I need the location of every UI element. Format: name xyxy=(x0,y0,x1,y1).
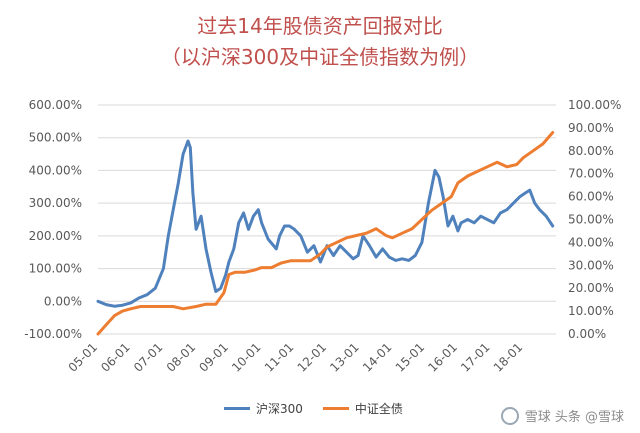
left-axis-ticks: -100.00% 0.00% 100.00% 200.00% 300.00% 400.00… xyxy=(24,98,82,341)
chart-subtitle: （以沪深300及中证全债指数为例） xyxy=(160,45,480,69)
legend: 沪深300 中证全债 xyxy=(224,400,423,417)
right-tick-label: 90.00% xyxy=(568,121,614,135)
right-tick-label: 0.00% xyxy=(568,327,606,341)
left-tick-label: -100.00% xyxy=(24,327,82,341)
legend-label: 沪深300 xyxy=(256,402,303,416)
right-tick-label: 60.00% xyxy=(568,190,614,204)
series-lines xyxy=(96,131,555,336)
x-tick-label: 05-01 xyxy=(66,340,101,375)
x-tick-label: 14-01 xyxy=(360,340,395,375)
x-tick-label: 08-01 xyxy=(164,340,199,375)
left-tick-label: 300.00% xyxy=(29,196,82,210)
right-tick-label: 30.00% xyxy=(568,258,614,272)
left-tick-label: 400.00% xyxy=(29,163,82,177)
legend-label: 中证全债 xyxy=(354,402,403,416)
x-tick-label: 09-01 xyxy=(196,340,231,375)
x-tick-label: 12-01 xyxy=(295,340,330,375)
x-tick-label: 15-01 xyxy=(393,340,428,375)
right-tick-label: 10.00% xyxy=(568,304,614,318)
watermark-text: 雪球 头条 @雪球 xyxy=(524,410,624,425)
legend-swatch xyxy=(322,407,349,410)
legend-item-hs300: 沪深300 xyxy=(224,400,303,417)
right-tick-label: 100.00% xyxy=(568,98,621,112)
left-tick-label: 500.00% xyxy=(29,131,82,145)
series-line-hs300 xyxy=(96,139,555,308)
x-tick-label: 18-01 xyxy=(491,340,526,375)
x-tick-label: 11-01 xyxy=(262,340,297,375)
left-tick-label: 200.00% xyxy=(29,229,82,243)
right-tick-label: 20.00% xyxy=(568,281,614,295)
right-tick-label: 50.00% xyxy=(568,213,614,227)
right-axis-ticks: 0.00% 10.00% 20.00% 30.00% 40.00% 50.00% 60.00… xyxy=(568,98,621,341)
right-tick-label: 80.00% xyxy=(568,144,614,158)
left-tick-label: 600.00% xyxy=(29,98,82,112)
left-tick-label: 100.00% xyxy=(29,262,82,276)
chart-title: 过去14年股债资产回报对比 xyxy=(197,14,443,38)
legend-swatch xyxy=(224,407,250,410)
x-tick-label: 16-01 xyxy=(425,340,460,375)
legend-item-bond: 中证全债 xyxy=(322,400,403,417)
x-tick-label: 06-01 xyxy=(98,340,133,375)
x-tick-label: 17-01 xyxy=(458,340,493,375)
watermark: 雪球 头条 @雪球 xyxy=(500,406,624,425)
snowball-logo-icon xyxy=(500,406,519,425)
right-tick-label: 70.00% xyxy=(568,167,614,181)
left-tick-label: 0.00% xyxy=(44,294,82,308)
x-tick-label: 07-01 xyxy=(131,340,166,375)
x-tick-label: 10-01 xyxy=(229,340,264,375)
right-tick-label: 40.00% xyxy=(568,235,614,249)
x-tick-label: 13-01 xyxy=(327,340,362,375)
x-axis-ticks: 05-0106-0107-0108-0109-0110-0111-0112-01… xyxy=(66,340,526,375)
series-line-bond xyxy=(96,131,555,336)
